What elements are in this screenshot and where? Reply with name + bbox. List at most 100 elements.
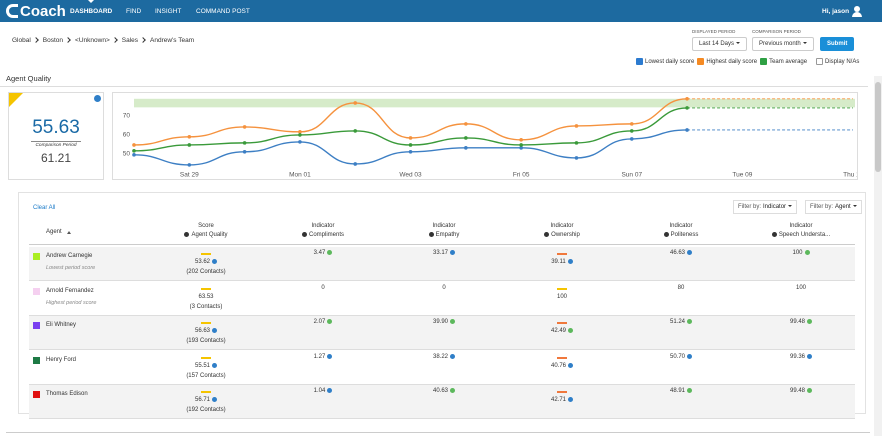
scroll-thumb[interactable]: [875, 82, 881, 172]
legend-item[interactable]: Highest daily score: [697, 58, 757, 65]
clear-all-link[interactable]: Clear All: [33, 205, 56, 211]
displayed-period-dropdown[interactable]: Last 14 Days: [692, 37, 748, 51]
user-icon[interactable]: [854, 6, 860, 12]
cell-text: 50.70: [669, 353, 685, 360]
cell-value: 42.71: [522, 397, 602, 403]
cell-text: 0: [321, 284, 325, 291]
contacts: (3 Contacts): [189, 303, 223, 310]
column-header[interactable]: Speech Understa...: [751, 232, 851, 238]
series-point: [685, 128, 689, 132]
nav-item[interactable]: COMMAND POST: [196, 8, 250, 15]
trend-icon[interactable]: [568, 362, 573, 368]
logo-mark: [6, 4, 18, 18]
sort-arrow: [67, 231, 71, 234]
submit-button[interactable]: Submit: [820, 37, 855, 51]
trend-icon[interactable]: [804, 250, 810, 255]
agent-color: [33, 356, 40, 364]
x-tick-label: Mon 01: [289, 172, 311, 179]
column-header[interactable]: Politeness: [631, 232, 731, 238]
add-icon[interactable]: [94, 95, 101, 102]
trend-icon[interactable]: [327, 353, 333, 359]
trend-icon[interactable]: [327, 250, 333, 255]
cell-value: 99.48: [761, 388, 841, 394]
trend-icon[interactable]: [450, 353, 455, 359]
trend-icon[interactable]: [327, 319, 333, 324]
series-point: [187, 143, 192, 147]
table-row[interactable]: Arnold Fernandez Highest period score 63.5…: [29, 281, 855, 316]
cell-text: 46.63: [669, 250, 685, 257]
column-header[interactable]: Empathy: [394, 232, 494, 238]
cell-text: 100: [795, 284, 806, 291]
cell-value: 0: [404, 285, 484, 291]
trend-icon[interactable]: [568, 397, 573, 402]
breadcrumb-item[interactable]: <Unknown>: [75, 37, 110, 44]
trend-icon[interactable]: [807, 353, 812, 359]
nav-bar: Coach DASHBOARD FIND INSIGHT COMMAND POS…: [0, 0, 882, 22]
column-header-label: Politeness: [670, 232, 699, 239]
breadcrumb-item[interactable]: Andrew's Team: [150, 37, 195, 44]
trend-icon[interactable]: [327, 388, 333, 393]
x-tick-label: Fri 05: [513, 172, 530, 179]
trend-icon[interactable]: [807, 388, 812, 393]
cell-value: 53.62: [166, 259, 246, 265]
table-row[interactable]: Henry Ford 55.51 (157 Contacts) 1.27 38.22 40…: [29, 350, 855, 385]
trend-icon[interactable]: [212, 397, 217, 402]
series-point: [464, 136, 468, 140]
column-header-label: Empathy: [435, 232, 460, 239]
trend-icon[interactable]: [212, 362, 217, 368]
table-row[interactable]: Andrew Carnegie Lowest period score 53.62 (…: [29, 247, 855, 281]
agent-header[interactable]: Agent: [46, 229, 62, 235]
trend-icon[interactable]: [807, 319, 812, 324]
logo[interactable]: Coach: [20, 3, 66, 20]
cell-text: 2.07: [313, 319, 326, 326]
scrollbar[interactable]: [874, 76, 882, 436]
trend-icon[interactable]: [450, 319, 455, 324]
user-greeting[interactable]: Hi, jason: [822, 8, 850, 15]
trend-icon[interactable]: [687, 319, 692, 324]
column-header[interactable]: Ownership: [512, 232, 612, 238]
trend-icon[interactable]: [212, 328, 217, 333]
filter-dropdown[interactable]: Filter by: Agent: [805, 200, 862, 214]
nav-item[interactable]: FIND: [126, 8, 142, 15]
trend-icon[interactable]: [450, 388, 455, 393]
target-band: [134, 98, 855, 108]
score-card: 55.63 Comparison Period 61.21: [8, 92, 104, 180]
column-header[interactable]: Agent Quality: [156, 232, 256, 238]
legend-item[interactable]: Team average: [760, 58, 807, 65]
agent-name: Henry Ford: [46, 356, 77, 363]
cell-value: 100: [761, 250, 841, 256]
column-header[interactable]: Compliments: [273, 232, 373, 238]
table-row[interactable]: Eli Whitney 56.63 (193 Contacts) 2.07 39.90 4…: [29, 316, 855, 350]
trend-icon[interactable]: [567, 259, 573, 264]
comparison-period-dropdown[interactable]: Previous month: [752, 37, 814, 51]
status-dash: [201, 322, 211, 324]
filter-dropdown[interactable]: Filter by: Indicator: [733, 200, 798, 214]
trend-icon[interactable]: [450, 250, 455, 255]
trend-icon[interactable]: [212, 259, 217, 264]
trend-icon[interactable]: [687, 388, 692, 393]
nav-item[interactable]: DASHBOARD: [70, 8, 113, 15]
legend-checkbox: [760, 58, 768, 65]
breadcrumb-item[interactable]: Boston: [42, 37, 64, 44]
comparison-score: 61.21: [40, 151, 72, 165]
breadcrumb-item[interactable]: Global: [12, 37, 31, 44]
score: 55.63: [32, 117, 80, 138]
cell-value: 39.11: [522, 259, 602, 265]
trend-icon[interactable]: [687, 353, 692, 359]
cell-text: 55.51: [194, 362, 210, 369]
display-na[interactable]: Display N/As: [816, 58, 859, 65]
table-panel: Clear All Filter by: Indicator Filter by: Ag…: [18, 192, 866, 419]
cell-text: 51.24: [669, 319, 685, 326]
info-icon: [771, 232, 777, 237]
trend-icon[interactable]: [568, 328, 573, 333]
table-row[interactable]: Thomas Edison 56.71 (192 Contacts) 1.04 40.6…: [29, 385, 855, 419]
trend-icon[interactable]: [687, 250, 692, 255]
series-point: [519, 146, 523, 150]
legend-item[interactable]: Lowest daily score: [636, 58, 694, 65]
nav-item[interactable]: INSIGHT: [155, 8, 182, 15]
cell-value: 1.27: [283, 353, 363, 360]
cell-text: 56.71: [194, 397, 210, 404]
breadcrumb-item[interactable]: Sales: [121, 37, 139, 44]
cell-value: 80: [641, 285, 721, 291]
